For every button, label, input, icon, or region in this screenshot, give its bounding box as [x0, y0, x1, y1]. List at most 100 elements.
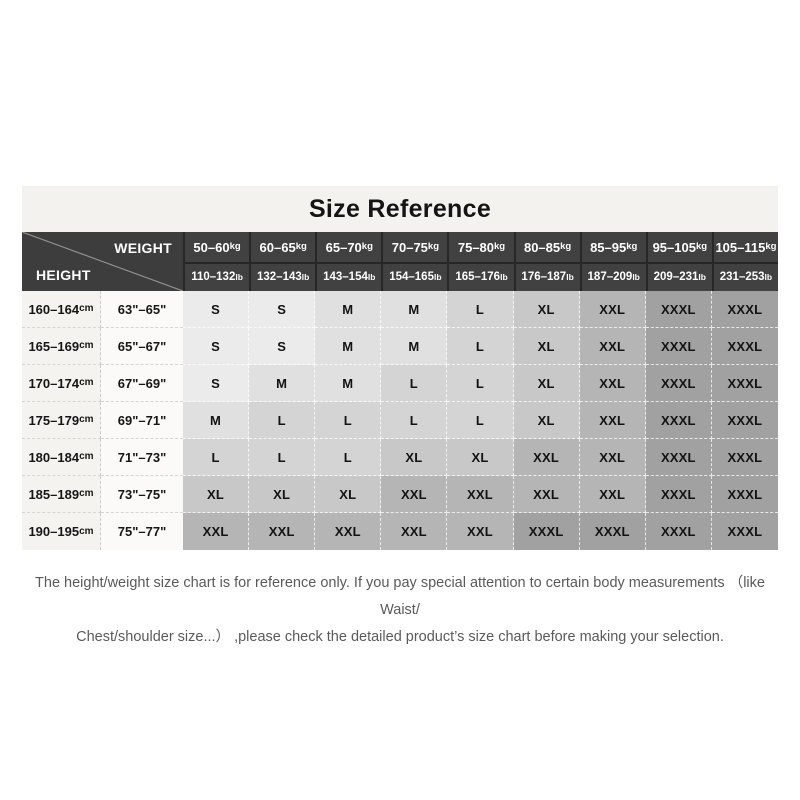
size-cell: S [249, 328, 316, 365]
size-cell: XL [513, 291, 580, 328]
unit-label: cm [79, 414, 94, 425]
size-cell: XXL [315, 513, 382, 550]
weight-header-kg: 85–95 kg [579, 232, 646, 262]
size-cell: XL [513, 365, 580, 402]
size-cell: XXL [513, 476, 580, 513]
size-cell: L [381, 402, 448, 439]
height-label-inch: 73"–75" [101, 476, 183, 513]
range-value: 187–209 [587, 270, 633, 283]
weight-header-lb: 154–165 lb [381, 262, 448, 291]
weight-header-lb: 176–187 lb [513, 262, 580, 291]
height-label-cm: 185–189 cm [22, 476, 101, 513]
weight-header-lb: 132–143 lb [249, 262, 316, 291]
size-cell: XXXL [579, 513, 646, 550]
range-value: 132–143 [256, 270, 302, 283]
size-cell: XL [183, 476, 250, 513]
size-cell: XL [513, 402, 580, 439]
size-cell: L [315, 402, 382, 439]
range-value: 50–60 [193, 239, 230, 255]
size-cell: XXXL [711, 513, 778, 550]
range-value: 60–65 [259, 239, 296, 255]
size-cell: XXL [249, 513, 316, 550]
height-label-inch: 69"–71" [101, 402, 183, 439]
height-label-cm: 190–195 cm [22, 513, 101, 550]
weight-header-lb: 231–253 lb [711, 262, 778, 291]
size-cell: XXXL [645, 365, 712, 402]
size-cell: M [183, 402, 250, 439]
table-corner-cell: WEIGHT HEIGHT [22, 232, 183, 291]
range-value: 154–165 [389, 270, 434, 283]
height-label-inch: 63"–65" [101, 291, 183, 328]
size-cell: L [447, 402, 514, 439]
range-value: 85–95 [590, 239, 627, 255]
range-value: 231–253 [719, 270, 765, 283]
height-label-inch: 71"–73" [101, 439, 183, 476]
size-cell: M [381, 328, 448, 365]
range-value: 70–75 [391, 239, 428, 255]
unit-label: kg [626, 241, 638, 253]
disclaimer-line1: The height/weight size chart is for refe… [35, 575, 765, 618]
height-label-inch: 65"–67" [101, 328, 183, 365]
range-value: 185–189 [28, 486, 80, 502]
weight-header-lb: 187–209 lb [579, 262, 646, 291]
range-value: 110–132 [191, 270, 236, 283]
size-cell: XXL [183, 513, 250, 550]
unit-label: cm [79, 377, 94, 388]
range-value: 160–164 [28, 301, 80, 317]
weight-header-kg: 75–80 kg [447, 232, 514, 262]
size-cell: XXL [513, 439, 580, 476]
unit-label: kg [765, 241, 777, 253]
range-value: 105–115 [715, 239, 766, 255]
range-value: 75–80 [457, 239, 495, 255]
size-cell: L [381, 365, 448, 402]
size-cell: XXXL [645, 439, 712, 476]
disclaimer-text: The height/weight size chart is for refe… [22, 570, 778, 651]
weight-header-kg: 105–115 kg [711, 232, 778, 262]
size-cell: XXL [579, 439, 646, 476]
size-cell: XXXL [711, 402, 778, 439]
size-cell: XXL [447, 476, 514, 513]
range-value: 180–184 [28, 449, 80, 465]
size-cell: XXXL [645, 328, 712, 365]
size-cell: XXXL [711, 328, 778, 365]
height-label-cm: 170–174 cm [22, 365, 101, 402]
size-cell: XXXL [645, 291, 712, 328]
range-value: 175–179 [28, 412, 80, 428]
range-value: 165–176 [455, 270, 501, 283]
size-cell: M [381, 291, 448, 328]
page-title: Size Reference [308, 194, 492, 223]
unit-label: lb [301, 272, 310, 283]
height-axis-label: HEIGHT [36, 267, 91, 283]
size-cell: XXXL [645, 476, 712, 513]
size-reference-sheet: Size Reference WEIGHT HEIGHT 50–60 kg 110–… [22, 186, 778, 651]
weight-header-kg: 50–60 kg [183, 232, 250, 262]
unit-label: kg [295, 241, 307, 253]
height-label-inch: 67"–69" [101, 365, 183, 402]
size-table: WEIGHT HEIGHT 50–60 kg 110–132 lb 60–65 kg 132… [22, 232, 778, 550]
size-cell: XXL [381, 476, 448, 513]
size-cell: XXXL [645, 402, 712, 439]
range-value: 165–169 [28, 338, 80, 354]
size-cell: L [183, 439, 250, 476]
height-label-cm: 165–169 cm [22, 328, 101, 365]
unit-label: lb [764, 272, 773, 283]
unit-label: lb [433, 272, 442, 283]
weight-header-lb: 209–231 lb [645, 262, 712, 291]
weight-header-kg: 65–70 kg [315, 232, 382, 262]
size-cell: XXL [579, 365, 646, 402]
range-value: 95–105 [652, 239, 696, 255]
size-cell: XXXL [711, 291, 778, 328]
weight-header-lb: 110–132 lb [183, 262, 250, 291]
size-cell: S [183, 291, 250, 328]
size-cell: XL [249, 476, 316, 513]
unit-label: kg [427, 241, 439, 253]
size-cell: XXXL [711, 439, 778, 476]
unit-label: cm [79, 340, 94, 351]
size-cell: XXXL [513, 513, 580, 550]
unit-label: kg [695, 241, 708, 253]
range-value: 176–187 [521, 270, 567, 283]
size-cell: S [183, 328, 250, 365]
size-cell: L [447, 291, 514, 328]
range-value: 190–195 [28, 524, 80, 539]
size-cell: XXL [579, 328, 646, 365]
